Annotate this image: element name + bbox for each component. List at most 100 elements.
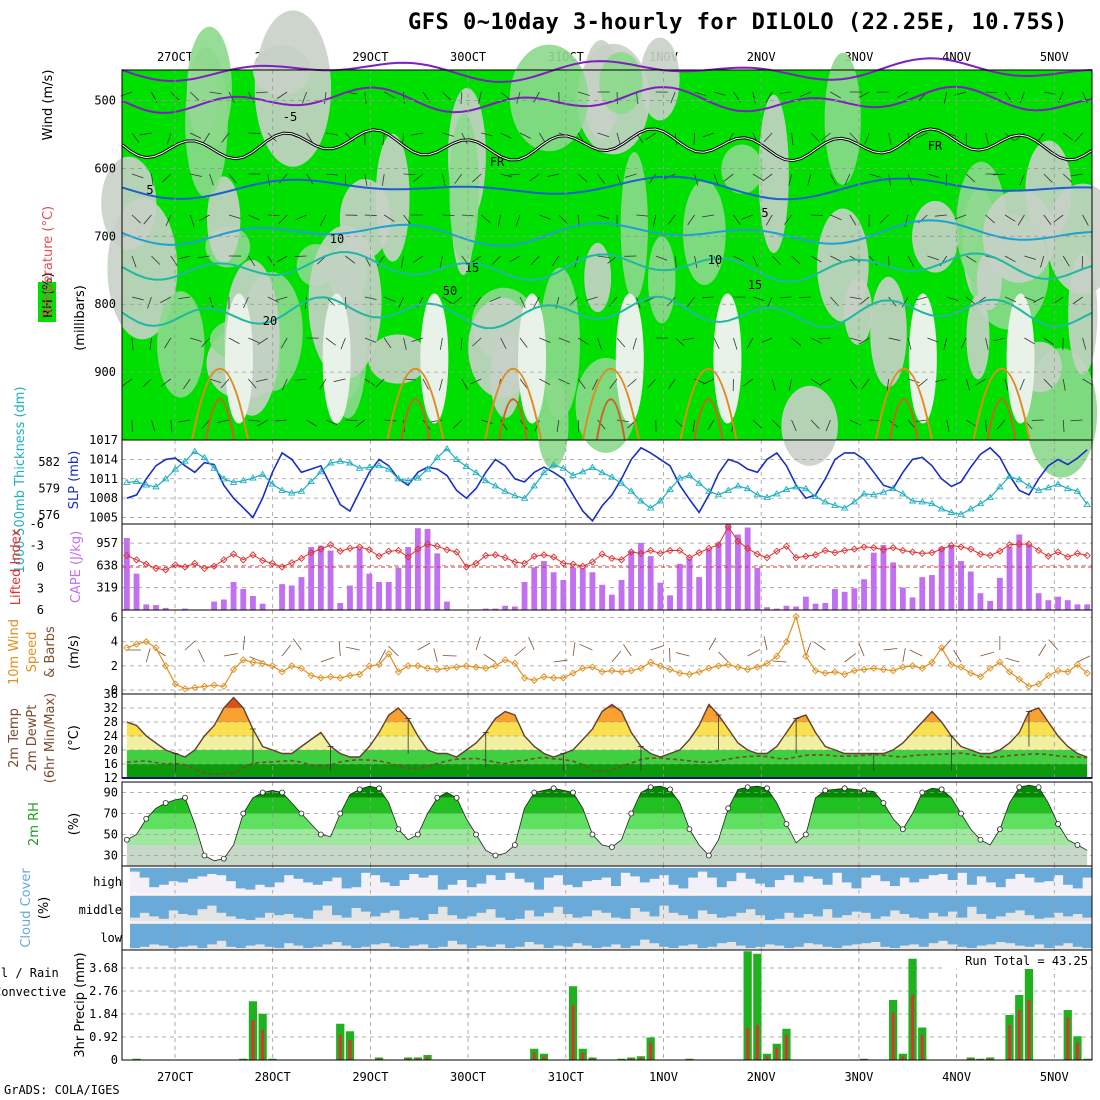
cloud-row-label-high: high [93, 875, 122, 889]
wind10m-barb [675, 652, 690, 657]
li-point [860, 543, 868, 551]
rh2m-point [143, 815, 150, 822]
wind-barb [1070, 173, 1083, 177]
rh-shade-39 [1068, 253, 1098, 375]
cloud-high-bar [697, 868, 708, 872]
thickness-point [423, 465, 432, 472]
thickness-point [210, 464, 218, 471]
cloud-low-bar [591, 924, 602, 948]
rh-shade-28 [539, 267, 580, 420]
cloud-middle-bar [1063, 896, 1074, 917]
upper-ytick-700: 700 [94, 229, 116, 243]
upper-ytick-600: 600 [94, 161, 116, 175]
wind-barb [1019, 91, 1025, 104]
slp-line [126, 446, 1088, 523]
precip-convective-bar [1017, 1010, 1021, 1060]
cloud-row-label-middle: middle [79, 903, 122, 917]
cloud-row-label-low: low [100, 931, 122, 945]
cloud-high-bar [928, 868, 939, 876]
wind-barb [364, 337, 377, 343]
cloud-middle-bar [332, 896, 342, 916]
cloud-middle-bar [312, 896, 323, 911]
cloud-middle-bar [1072, 896, 1083, 914]
cloud-high-bar [1024, 868, 1035, 878]
cape-bar [754, 568, 761, 610]
wind-barb [190, 337, 202, 342]
wind10m-point [142, 638, 150, 646]
wind-barb [500, 419, 508, 431]
wind-barb [170, 419, 173, 432]
rh-shade-36 [509, 44, 589, 152]
cloud-high-bar [716, 868, 727, 888]
cloud-high-bar [255, 868, 265, 885]
cloud-middle-bar [966, 896, 977, 907]
thickness-point [947, 508, 956, 515]
li-point [229, 550, 238, 558]
wind-barb [546, 173, 559, 177]
li-point [423, 540, 432, 548]
cloud-high-bar [986, 868, 997, 883]
cloud-low-bar [1072, 924, 1083, 947]
thickness-point [802, 484, 810, 492]
thickness-point [1044, 483, 1053, 491]
wind-barb [577, 337, 589, 345]
cloud-low-bar [957, 924, 968, 947]
cloud-middle-bar [697, 896, 708, 911]
wind-barb [798, 296, 812, 299]
li-point [918, 549, 926, 558]
rh2m-point [317, 831, 324, 838]
thickness-point [268, 480, 277, 487]
thickness-point [569, 471, 577, 478]
wind10m-point [734, 663, 742, 671]
cape-bar [851, 588, 858, 610]
cape-bar [938, 547, 945, 610]
chart-title: GFS 0~10day 3-hourly for DILOLO (22.25E,… [408, 10, 1068, 35]
wind10m-point [928, 658, 936, 666]
cloud-middle-bar [784, 896, 795, 913]
cloud-high-bar [283, 868, 294, 876]
wind-barb [470, 378, 482, 385]
cloud-middle-bar [457, 896, 467, 919]
wind-barb [791, 419, 797, 432]
cloud-middle-bar [389, 896, 400, 911]
wind10m-point [763, 659, 771, 668]
wind-barb [422, 378, 429, 390]
bottom-axis-tick-28OCT: 28OCT [255, 1070, 291, 1084]
wind-barb [306, 419, 317, 427]
wind10m-point [550, 674, 558, 682]
rh-plume-7 [1006, 293, 1035, 424]
wind10m-point [453, 663, 461, 671]
temp-band-4 [126, 708, 1088, 722]
cloud-middle-bar [899, 896, 910, 914]
wind-barb [653, 214, 657, 227]
thickness-point [317, 467, 325, 475]
bottom-axis-tick-31OCT: 31OCT [548, 1070, 584, 1084]
wind10m-point [879, 665, 888, 674]
thickness-point [743, 484, 752, 492]
wind10m-point [569, 669, 577, 677]
wind-barb [1043, 173, 1053, 183]
cape-bar [376, 582, 382, 610]
wind-barb [306, 132, 314, 144]
wind10m-barb [953, 649, 962, 663]
wind-barb [142, 378, 152, 388]
wind-barb [151, 173, 154, 186]
wind-barb [220, 378, 230, 389]
wind10m-barb [223, 653, 238, 657]
wind-barb [1062, 419, 1065, 432]
rh2m-point [608, 844, 615, 850]
wind10m-point [676, 669, 684, 677]
wind-barb [607, 255, 618, 264]
wind-barb [442, 91, 452, 101]
wind10m-point [559, 674, 567, 682]
wind-barb [412, 255, 424, 263]
rh2m-point [570, 789, 576, 796]
cloud-middle-bar [774, 896, 785, 919]
wind10m-point [714, 662, 723, 670]
temp-ylabel-4: (°C) [67, 725, 82, 751]
temp-tick-36: 36 [104, 687, 118, 701]
cloud-high-bar [332, 868, 342, 878]
wind-barb [439, 255, 443, 268]
li-point [307, 549, 315, 557]
